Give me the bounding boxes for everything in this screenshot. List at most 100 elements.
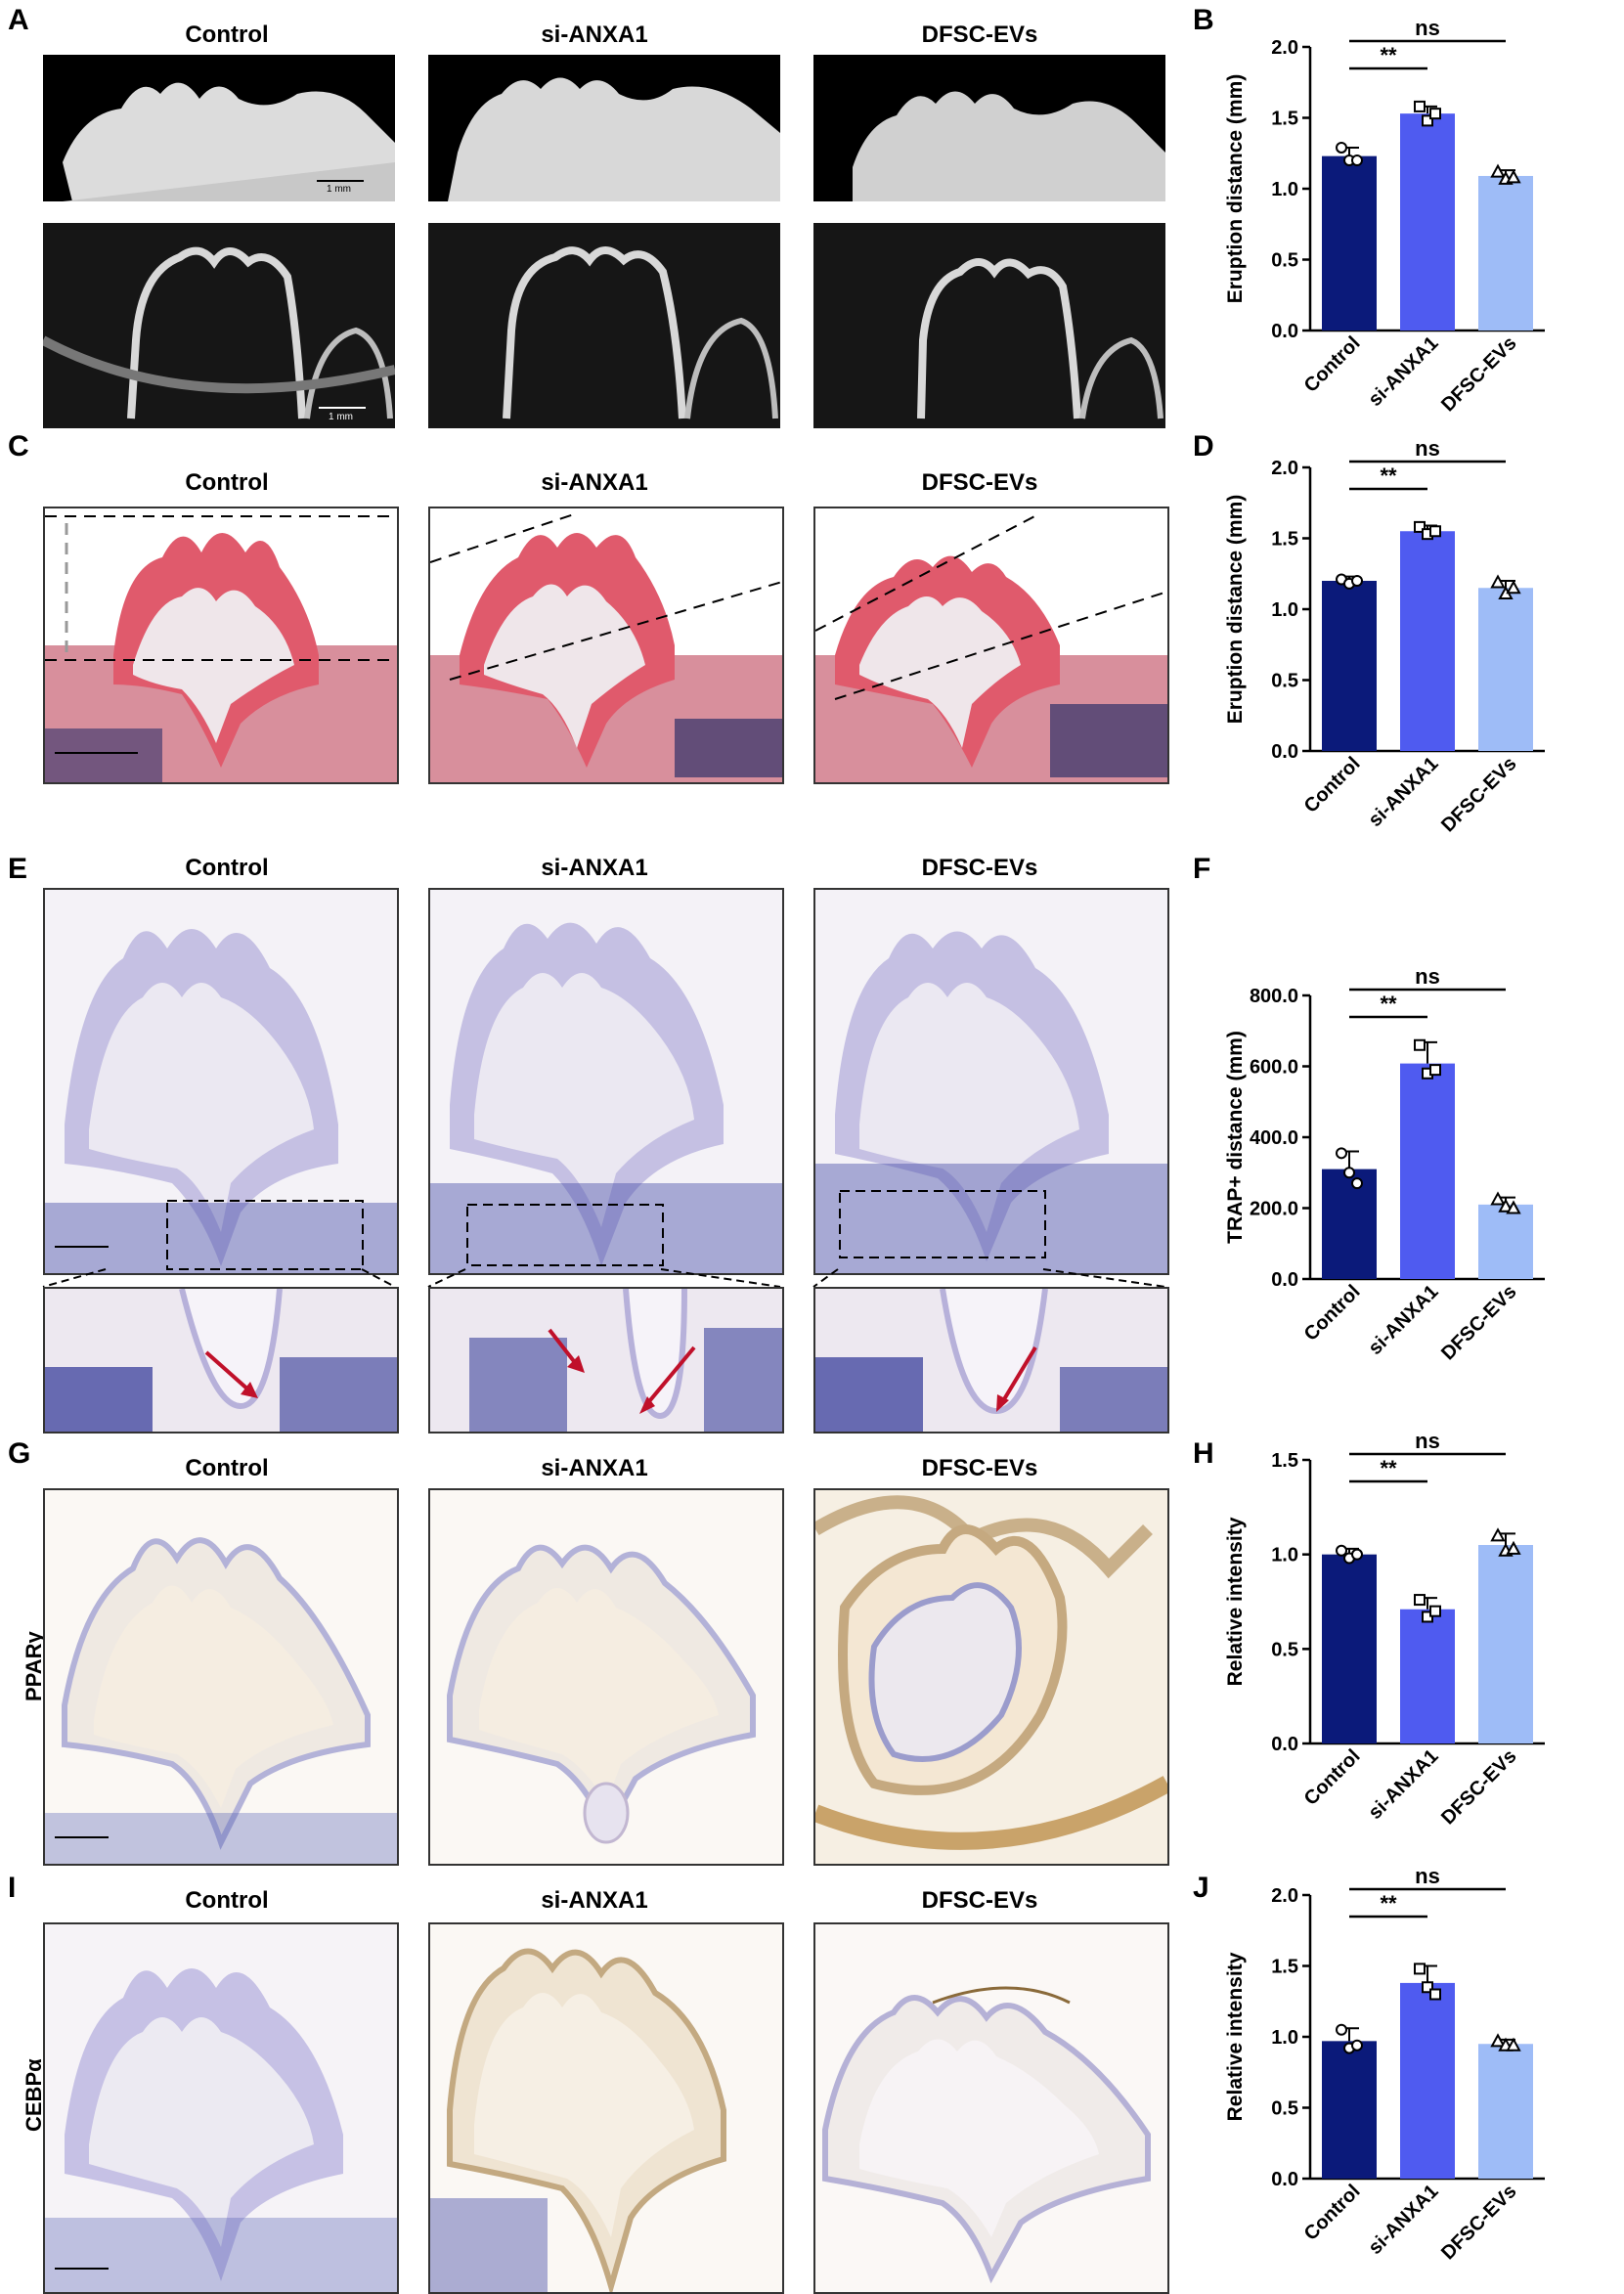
- y-tick-label: 400.0: [1250, 1127, 1298, 1149]
- y-tick-label: 200.0: [1250, 1199, 1298, 1220]
- bar-si-anxa1: [1400, 113, 1455, 331]
- microct-render-si-anxa1: [428, 55, 780, 201]
- y-tick-label: 0.5: [1271, 2098, 1298, 2120]
- microct-slice-dfsc-evs: [813, 223, 1165, 428]
- ihc-ppar-dfsc-evs: [813, 1488, 1169, 1866]
- col-title-g-control: Control: [185, 1455, 269, 1481]
- trap-zoom-dfsc-evs: [813, 1287, 1169, 1434]
- bar-si-anxa1: [1400, 1982, 1455, 2179]
- trap-image-dfsc-evs: [813, 888, 1169, 1275]
- y-axis-label: Eruption distance (mm): [1224, 495, 1247, 725]
- panel-label-c: C: [8, 430, 29, 463]
- significance-label: **: [1380, 43, 1397, 67]
- y-tick-label: 2.0: [1271, 458, 1298, 479]
- y-tick-label: 0.0: [1271, 2169, 1298, 2190]
- y-axis-label: Relative intensity: [1224, 1952, 1247, 2121]
- x-tick-label: DFSC-EVs: [1437, 2181, 1520, 2264]
- x-tick-label: DFSC-EVs: [1437, 332, 1520, 416]
- bar-control: [1322, 2041, 1377, 2179]
- bar-si-anxa1: [1400, 1609, 1455, 1743]
- bar-si-anxa1: [1400, 1063, 1455, 1279]
- bar-control: [1322, 581, 1377, 751]
- significance-label: ns: [1415, 20, 1440, 40]
- data-point: [1506, 2037, 1521, 2051]
- ihc-ppar-si-anxa1: [428, 1488, 784, 1866]
- bar-dfsc-evs: [1478, 175, 1533, 331]
- significance-label: **: [1380, 992, 1397, 1016]
- data-point: [1414, 1038, 1426, 1051]
- col-title-a-control: Control: [185, 22, 269, 48]
- y-tick-label: 0.5: [1271, 1639, 1298, 1660]
- bar-dfsc-evs: [1478, 588, 1533, 751]
- y-tick-label: 1.0: [1271, 2027, 1298, 2049]
- y-tick-label: 0.5: [1271, 250, 1298, 272]
- trap-image-control: [43, 888, 399, 1275]
- ihc-cebp-dfsc-evs: [813, 1922, 1169, 2294]
- microct-render-control: 1 mm: [43, 55, 395, 201]
- panel-label-d: D: [1193, 430, 1214, 463]
- data-point: [1429, 1605, 1441, 1617]
- significance-label: **: [1380, 1456, 1397, 1480]
- he-image-si-anxa1: [428, 507, 784, 784]
- data-point: [1429, 525, 1441, 538]
- x-tick-label: si-ANXA1: [1365, 1281, 1443, 1359]
- x-tick-label: Control: [1300, 2181, 1365, 2245]
- bar-chart-h: 0.0 0.5 1.0 1.5 Relative intensity Control si-…: [1224, 1433, 1545, 1829]
- microct-slice-si-anxa1: [428, 223, 780, 428]
- x-tick-label: Control: [1300, 1281, 1365, 1346]
- y-tick-label: 2.0: [1271, 37, 1298, 59]
- scale-bar: [317, 180, 364, 182]
- col-title-i-si-anxa1: si-ANXA1: [541, 1887, 648, 1914]
- data-point: [1351, 1548, 1363, 1561]
- trap-image-si-anxa1: [428, 888, 784, 1275]
- col-title-e-dfsc-evs: DFSC-EVs: [921, 855, 1038, 881]
- x-tick-label: Control: [1300, 332, 1365, 397]
- y-tick-label: 1.5: [1271, 1957, 1298, 1978]
- col-title-c-dfsc-evs: DFSC-EVs: [921, 469, 1038, 496]
- significance-label: **: [1380, 463, 1397, 488]
- data-point: [1336, 141, 1347, 154]
- data-point: [1490, 2033, 1506, 2048]
- bar-control: [1322, 1554, 1377, 1743]
- y-axis-label: TRAP+ distance (mm): [1224, 1031, 1247, 1244]
- data-point: [1422, 1981, 1433, 1994]
- bar-si-anxa1: [1400, 531, 1455, 751]
- y-tick-label: 800.0: [1250, 986, 1298, 1007]
- panel-label-j: J: [1193, 1872, 1209, 1904]
- y-tick-label: 1.0: [1271, 179, 1298, 200]
- bar-control: [1322, 1169, 1377, 1279]
- trap-zoom-control: [43, 1287, 399, 1434]
- x-tick-label: DFSC-EVs: [1437, 753, 1520, 836]
- bar-dfsc-evs: [1478, 1545, 1533, 1743]
- data-point: [1490, 574, 1506, 589]
- he-image-control: [43, 507, 399, 784]
- scale-bar-label: 1 mm: [327, 184, 351, 195]
- trap-zoom-si-anxa1: [428, 1287, 784, 1434]
- data-point: [1351, 2039, 1363, 2051]
- data-point: [1422, 114, 1433, 127]
- data-point: [1498, 1198, 1514, 1213]
- y-tick-label: 1.0: [1271, 1545, 1298, 1566]
- microct-render-dfsc-evs: [813, 55, 1165, 201]
- data-point: [1506, 1200, 1521, 1214]
- bar-chart-j: 0.0 0.5 1.0 1.5 2.0 Relative intensity Control…: [1224, 1868, 1545, 2264]
- x-tick-label: DFSC-EVs: [1437, 1745, 1520, 1829]
- panel-label-a: A: [8, 4, 29, 36]
- col-title-g-dfsc-evs: DFSC-EVs: [921, 1455, 1038, 1481]
- bar-dfsc-evs: [1478, 1204, 1533, 1279]
- col-title-a-si-anxa1: si-ANXA1: [541, 22, 648, 48]
- data-point: [1336, 1544, 1347, 1557]
- panel-label-i: I: [8, 1872, 17, 1904]
- x-tick-label: si-ANXA1: [1365, 1745, 1443, 1824]
- x-tick-label: si-ANXA1: [1365, 2181, 1443, 2259]
- col-title-e-si-anxa1: si-ANXA1: [541, 855, 648, 881]
- y-tick-label: 0.5: [1271, 671, 1298, 692]
- y-tick-label: 0.0: [1271, 1269, 1298, 1291]
- significance-label: ns: [1415, 1868, 1440, 1888]
- data-point: [1351, 1177, 1363, 1190]
- microct-slice-control: 1 mm: [43, 223, 395, 428]
- scale-bar-label: 1 mm: [329, 412, 353, 422]
- data-point: [1429, 1988, 1441, 2001]
- bar-chart-f: 0.0 200.0 400.0 600.0 800.0 TRAP+ distance (m…: [1224, 968, 1545, 1364]
- data-point: [1414, 1594, 1426, 1607]
